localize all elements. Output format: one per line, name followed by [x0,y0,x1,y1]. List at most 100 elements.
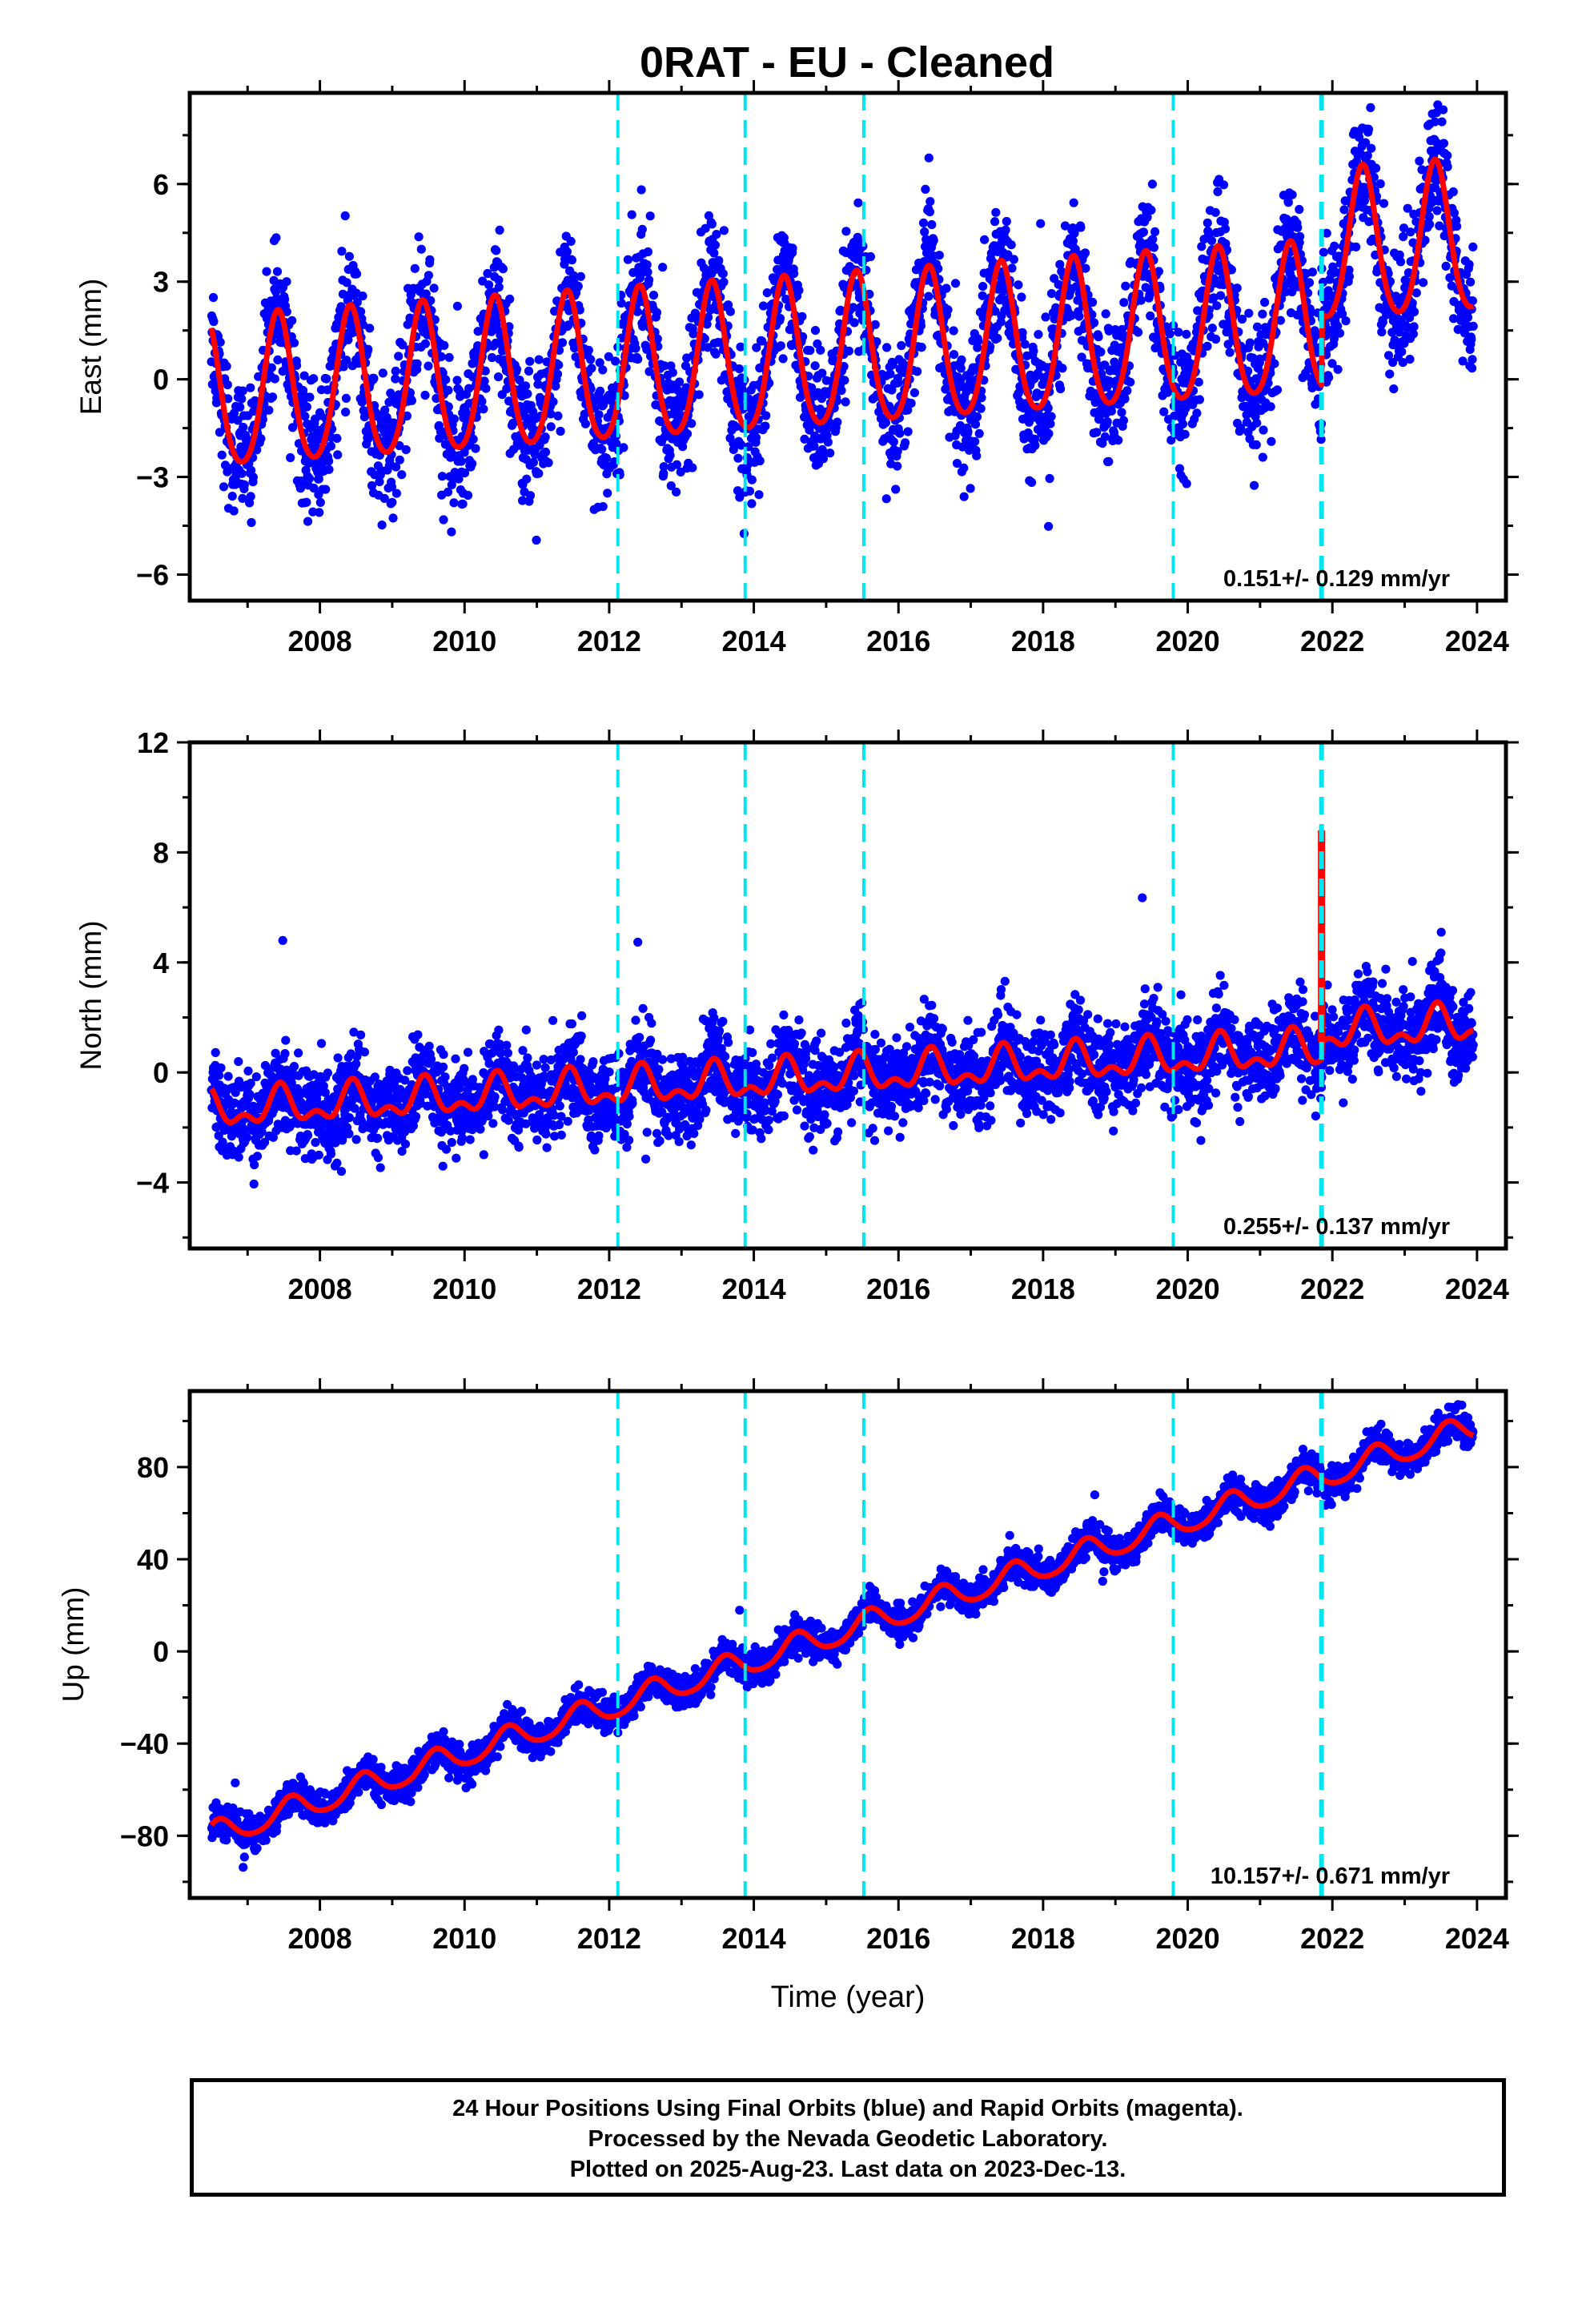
east-point [844,346,854,356]
east-point [927,219,937,230]
east-point [407,396,416,405]
east-point [332,433,342,444]
east-point [388,513,398,523]
east-plot-area [207,93,1478,601]
east-point [1149,243,1158,252]
east-point [1379,199,1389,208]
east-xtick-label: 2014 [722,625,786,657]
east-point [458,499,468,509]
east-point [1101,309,1110,319]
east-point [520,381,531,391]
east-point [1165,329,1174,339]
north-point [333,1053,343,1063]
east-point [1147,179,1157,189]
east-point [731,422,741,432]
east-point [584,345,593,355]
east-point [1441,261,1451,271]
east-point [733,453,743,463]
east-point [747,499,757,509]
north-point [400,1140,411,1149]
north-point [548,1015,558,1025]
east-point [758,301,769,311]
east-point [522,474,532,484]
east-point [1100,432,1110,442]
east-point [797,312,807,321]
east-point [449,498,459,508]
east-point [699,263,709,273]
north-point [289,1062,299,1072]
north-point [411,1112,421,1121]
east-point [1006,240,1016,250]
east-xtick-label: 2022 [1300,625,1364,657]
east-point [305,392,315,402]
east-point [321,485,331,494]
east-point [341,393,351,403]
east-point [369,373,379,383]
east-point [648,291,659,300]
north-point [373,1133,383,1143]
east-point [913,367,922,376]
east-point [315,497,325,508]
east-point [710,240,721,250]
east-point [1245,338,1255,348]
east-point [524,366,534,376]
east-point [493,372,504,382]
east-point [322,374,331,384]
east-point [573,281,583,291]
east-point [906,399,916,408]
north-point [216,1063,226,1073]
north-point [554,1120,564,1130]
east-point [754,490,764,500]
east-point [1182,329,1191,339]
east-point [532,535,541,545]
east-point [1203,341,1212,351]
east-point [980,235,990,244]
north-point [438,1161,448,1171]
east-point [901,438,910,448]
east-point [934,251,944,260]
east-point [492,246,501,255]
east-point [567,255,577,265]
east-point [246,383,255,392]
east-point [217,450,227,460]
east-point [324,464,334,474]
east-point [644,275,654,285]
east-point [601,453,612,463]
east-point [380,405,390,415]
north-point [251,1072,261,1082]
east-point [991,207,1001,217]
east-point [1182,479,1191,489]
east-point [1319,247,1328,257]
east-point [632,307,642,316]
east-point [342,356,351,365]
east-point [818,447,828,456]
east-point [358,320,367,330]
east-point [757,336,767,346]
north-point [440,1072,450,1082]
east-point [460,468,470,478]
east-point [586,355,596,364]
north-point [476,1124,485,1134]
east-point [416,244,426,254]
east-point [341,407,351,417]
east-point [1017,292,1026,302]
east-point [604,352,613,361]
east-point [246,492,255,501]
north-point [356,1030,366,1039]
east-point [223,394,233,404]
east-point [652,308,662,317]
east-point [794,285,804,296]
east-point [566,236,576,246]
north-point [452,1153,461,1163]
east-point [247,517,256,528]
east-point [1439,139,1448,148]
east-point [1041,312,1050,322]
east-point [818,454,828,464]
east-point [1351,242,1361,251]
east-point [1104,456,1114,467]
east-point [304,458,314,468]
east-point [1207,235,1217,246]
east-point [324,456,334,466]
east-point [377,521,387,530]
east-point [1002,216,1011,227]
